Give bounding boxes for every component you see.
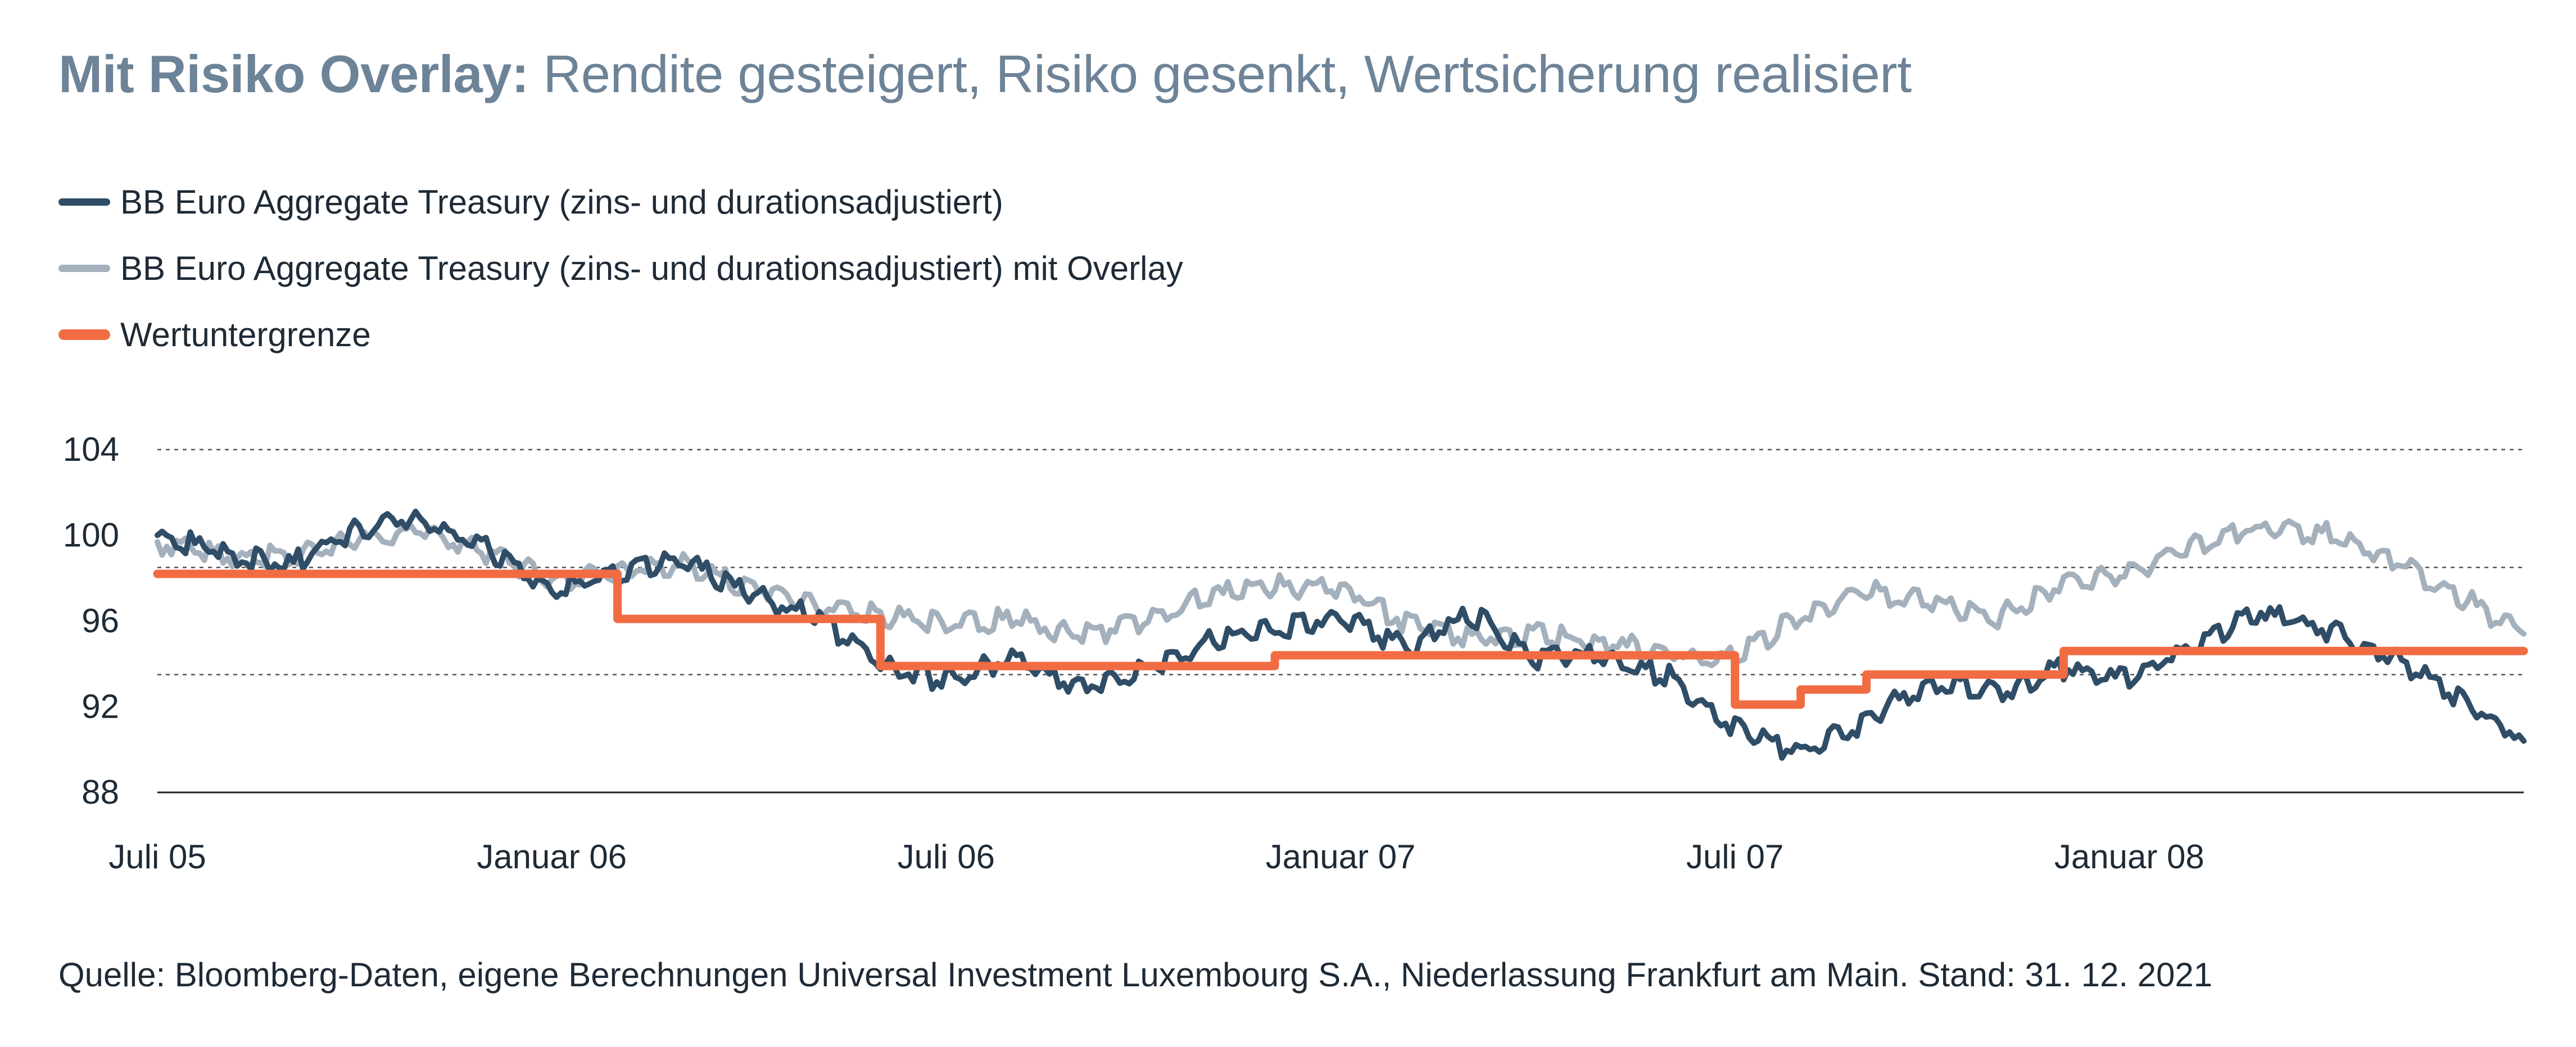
chart-title-bold: Mit Risiko Overlay: [58,44,529,103]
legend: BB Euro Aggregate Treasury (zins- und du… [58,169,1183,368]
source-note: Quelle: Bloomberg-Daten, eigene Berechnu… [58,956,2213,994]
y-tick-label-88: 88 [82,773,119,811]
legend-label-treasury-overlay: BB Euro Aggregate Treasury (zins- und du… [120,249,1183,287]
x-tick-label-2: Juli 06 [898,838,995,876]
x-tick-label-4: Juli 07 [1686,838,1783,876]
x-tick-label-5: Januar 08 [2054,838,2204,876]
series-line-wertuntergrenze [153,569,2528,709]
x-tick-label-1: Januar 06 [477,838,627,876]
legend-swatch-floor [58,329,110,340]
chart-title: Mit Risiko Overlay: Rendite gesteigert, … [58,44,1912,105]
y-tick-label-100: 100 [63,516,119,554]
x-tick-label-3: Januar 07 [1266,838,1416,876]
grid-lines [157,448,2524,794]
x-axis: Juli 05 Januar 06 Juli 06 Januar 07 Juli 07 J… [108,838,2204,876]
legend-item-floor: Wertuntergrenze [58,301,1183,368]
legend-swatch-treasury-overlay [58,264,110,272]
y-axis: 104 100 96 92 88 [63,430,119,811]
legend-item-treasury: BB Euro Aggregate Treasury (zins- und du… [58,169,1183,235]
series-lines [153,509,2528,761]
legend-label-floor: Wertuntergrenze [120,315,371,353]
legend-item-treasury-overlay: BB Euro Aggregate Treasury (zins- und du… [58,235,1183,301]
y-tick-label-96: 96 [82,602,119,640]
legend-label-treasury: BB Euro Aggregate Treasury (zins- und du… [120,183,1003,221]
y-tick-label-92: 92 [82,688,119,726]
y-tick-label-104: 104 [63,430,119,468]
chart-title-rest: Rendite gesteigert, Risiko gesenkt, Wert… [528,44,1912,103]
series-line-treasury [155,509,2527,761]
legend-swatch-treasury [58,198,110,206]
x-tick-label-0: Juli 05 [108,838,206,876]
series-line-treasury-overlay [155,518,2527,668]
